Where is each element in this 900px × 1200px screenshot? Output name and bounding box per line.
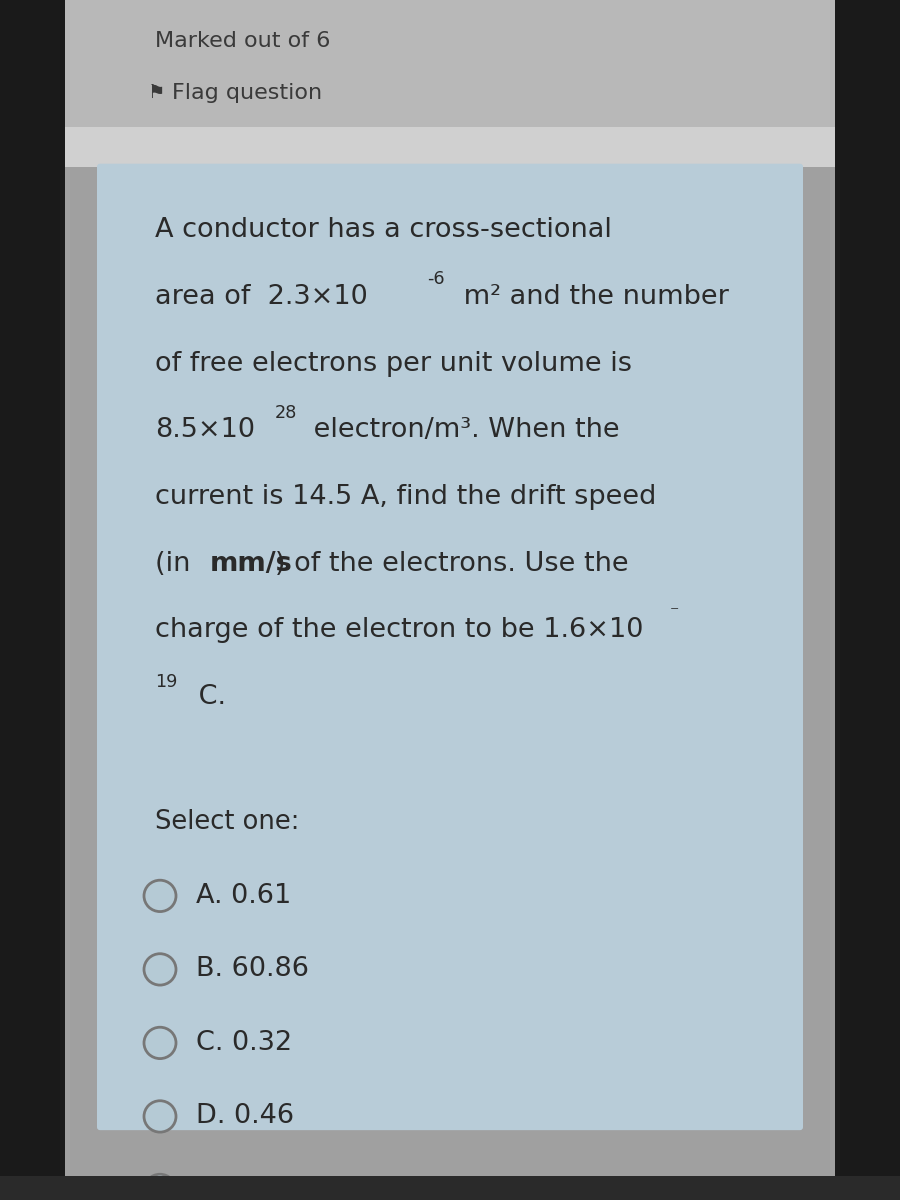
Text: Select one:: Select one: [155,809,300,835]
Text: electron/m³. When the: electron/m³. When the [305,418,619,443]
Text: (in: (in [155,551,199,577]
FancyBboxPatch shape [835,0,900,1176]
Text: mm/s: mm/s [210,551,292,577]
Text: 8.5×10: 8.5×10 [155,418,255,443]
Text: Flag question: Flag question [172,83,322,103]
Text: D. 0.46: D. 0.46 [196,1104,294,1129]
Text: ⚑: ⚑ [148,84,166,103]
Text: ⁻: ⁻ [670,604,680,622]
FancyBboxPatch shape [97,163,803,1130]
Text: 19: 19 [155,673,177,691]
FancyBboxPatch shape [0,0,65,1176]
Text: B. 60.86: B. 60.86 [196,956,309,983]
Text: -6: -6 [427,270,445,288]
Circle shape [144,1027,176,1058]
Circle shape [144,1175,176,1200]
Circle shape [144,1100,176,1132]
Text: C. 0.32: C. 0.32 [196,1030,292,1056]
FancyBboxPatch shape [65,0,835,127]
Text: A conductor has a cross-sectional: A conductor has a cross-sectional [155,217,612,244]
Text: A. 0.61: A. 0.61 [196,883,292,908]
FancyBboxPatch shape [65,127,835,167]
Circle shape [144,954,176,985]
Text: 28: 28 [275,403,297,421]
Text: E. 46.36: E. 46.36 [196,1177,308,1200]
Text: current is 14.5 A, find the drift speed: current is 14.5 A, find the drift speed [155,484,656,510]
Circle shape [144,881,176,912]
Text: m² and the number: m² and the number [455,284,729,310]
Text: Marked out of 6: Marked out of 6 [155,31,330,52]
Text: of free electrons per unit volume is: of free electrons per unit volume is [155,350,632,377]
Text: C.: C. [190,684,226,710]
Text: charge of the electron to be 1.6×10: charge of the electron to be 1.6×10 [155,617,643,643]
Text: area of  2.3×10: area of 2.3×10 [155,284,368,310]
Text: ) of the electrons. Use the: ) of the electrons. Use the [275,551,628,577]
FancyBboxPatch shape [65,0,835,1176]
